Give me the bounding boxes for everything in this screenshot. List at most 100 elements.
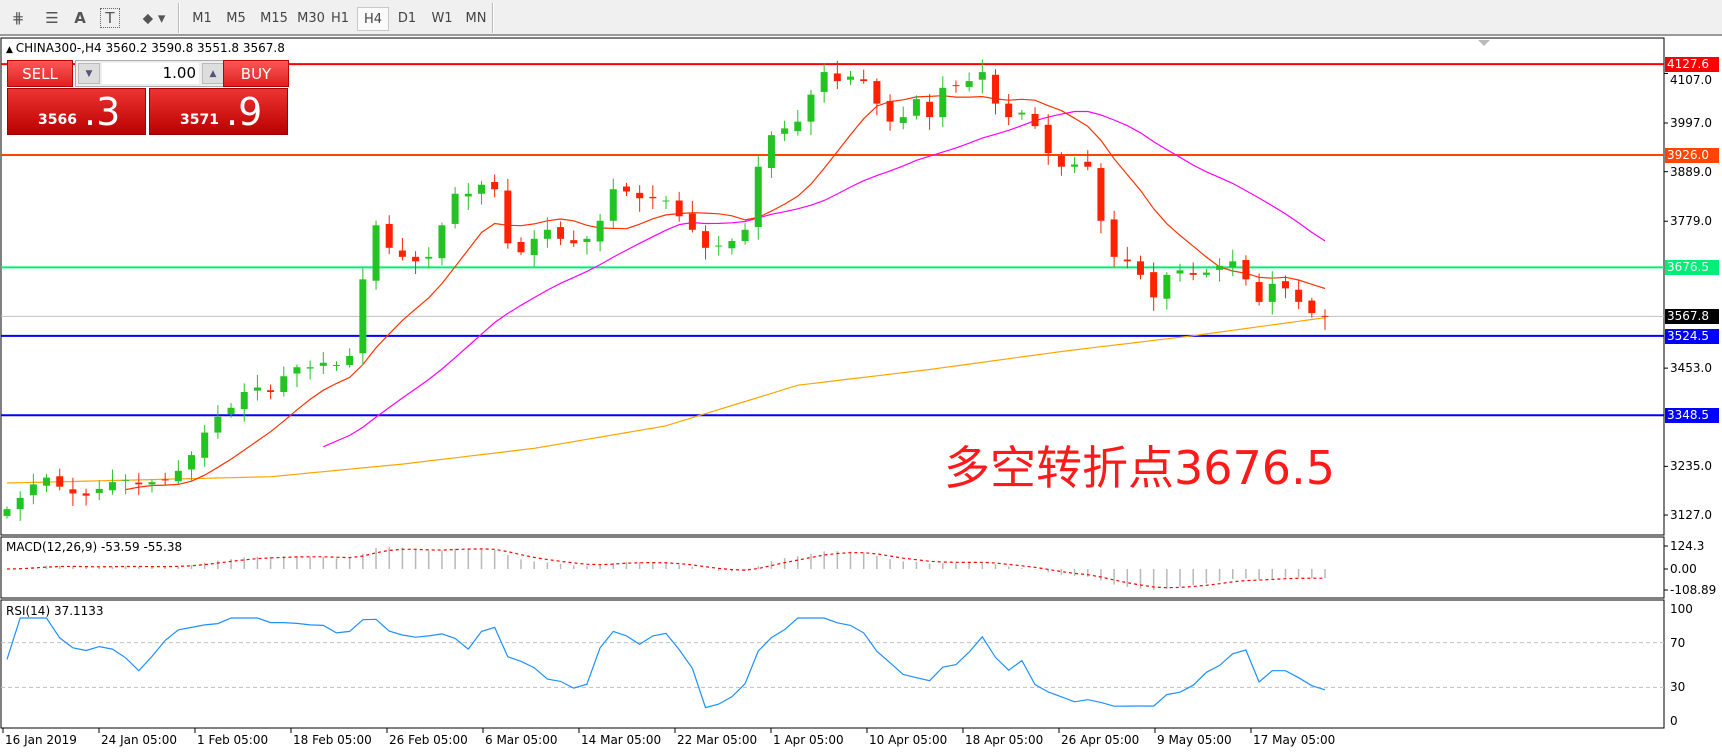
- candle: [1163, 272, 1171, 310]
- candle: [807, 89, 815, 136]
- candle: [636, 185, 644, 212]
- lot-size-stepper[interactable]: ▼ 1.00 ▲: [75, 60, 226, 87]
- candle-body: [1242, 259, 1250, 280]
- timeframe-w1[interactable]: W1: [431, 11, 453, 26]
- lot-decrease-icon[interactable]: ▼: [78, 63, 100, 84]
- timeframe-m5[interactable]: M5: [226, 11, 246, 26]
- timeframe-d1[interactable]: D1: [397, 11, 417, 26]
- candle-body: [596, 220, 604, 242]
- sell-price[interactable]: 3566 .3: [7, 88, 146, 135]
- chart-annotation: 多空转折点3676.5: [944, 441, 1335, 495]
- candle-body: [1189, 273, 1197, 275]
- candle-body: [1018, 112, 1026, 115]
- candle-body: [912, 99, 920, 116]
- timeframe-mn[interactable]: MN: [465, 11, 487, 26]
- date-label: 22 Mar 05:00: [677, 733, 758, 747]
- candle: [43, 473, 51, 493]
- candle: [899, 106, 907, 130]
- candle: [978, 59, 986, 94]
- candle: [1229, 249, 1237, 277]
- candle-body: [557, 227, 565, 239]
- candle: [438, 222, 446, 266]
- timeframe-m15[interactable]: M15: [260, 11, 288, 26]
- candle-body: [609, 189, 617, 221]
- candle-body: [398, 250, 406, 257]
- candle-body: [543, 229, 551, 239]
- text-icon[interactable]: A: [74, 9, 86, 27]
- rsi-line: [6, 617, 1326, 709]
- rsi-tick-label: 30: [1670, 680, 1686, 695]
- candle-body: [807, 94, 815, 122]
- buy-price[interactable]: 3571 .9: [149, 88, 288, 135]
- price-tick-label: 3127.0: [1670, 508, 1712, 523]
- candle-body: [833, 73, 841, 82]
- candle: [95, 480, 103, 501]
- candle-body: [385, 223, 393, 248]
- candle-body: [781, 128, 789, 134]
- rsi-label: RSI(14) 37.1133: [6, 604, 104, 618]
- candle-body: [161, 479, 169, 481]
- candle-body: [69, 489, 77, 494]
- candle: [557, 221, 565, 246]
- candle: [754, 156, 762, 240]
- lot-increase-icon[interactable]: ▲: [202, 63, 224, 84]
- chart-title: ▲ CHINA300-,H4 3560.2 3590.8 3551.8 3567…: [6, 41, 285, 55]
- macd-panel-frame: [0, 536, 1665, 599]
- candle-body: [174, 470, 182, 482]
- candle-body: [240, 392, 248, 410]
- candle-body: [1097, 168, 1105, 221]
- fibonacci-expansion-icon[interactable]: ⋕: [11, 9, 25, 27]
- candle-body: [570, 240, 578, 244]
- price-chart[interactable]: [0, 36, 1722, 753]
- candle-body: [741, 229, 749, 242]
- candle: [29, 473, 37, 505]
- candle: [1295, 280, 1303, 310]
- price-tick-label: 4107.0: [1670, 73, 1712, 88]
- candle: [1018, 109, 1026, 120]
- price-tick-label: 3997.0: [1670, 116, 1712, 130]
- candle-body: [227, 407, 235, 415]
- timeframe-m30[interactable]: M30: [297, 11, 325, 26]
- candle: [517, 237, 525, 256]
- candle-body: [1110, 219, 1118, 257]
- candle-body: [29, 484, 37, 496]
- candle-body: [82, 493, 90, 496]
- timeframe-m1[interactable]: M1: [192, 11, 212, 26]
- date-label: 6 Mar 05:00: [485, 733, 558, 747]
- candle: [227, 403, 235, 418]
- candle: [926, 94, 934, 130]
- candle-body: [346, 355, 354, 365]
- candle: [398, 237, 406, 261]
- candle-body: [148, 482, 156, 485]
- sell-price-main: 3566: [38, 112, 77, 128]
- candle-body: [214, 416, 222, 433]
- candle-body: [1123, 259, 1131, 262]
- lot-size-input[interactable]: 1.00: [102, 63, 199, 84]
- fibonacci-fan-icon[interactable]: ☰: [45, 9, 59, 27]
- sell-button[interactable]: SELL: [7, 60, 73, 87]
- timeframe-h4[interactable]: H4: [357, 7, 389, 31]
- candle-body: [530, 238, 538, 256]
- candle-body: [412, 256, 420, 262]
- candle-body: [504, 190, 512, 244]
- candle-body: [728, 241, 736, 249]
- buy-button[interactable]: BUY: [223, 60, 289, 87]
- candle-body: [860, 79, 868, 82]
- candle: [148, 479, 156, 493]
- candle-body: [1084, 161, 1092, 167]
- candle: [820, 63, 828, 103]
- candle: [293, 364, 301, 388]
- candle: [543, 217, 551, 248]
- candle-body: [939, 87, 947, 118]
- candle: [464, 183, 472, 210]
- candle: [82, 488, 90, 506]
- candle: [596, 214, 604, 252]
- candle-body: [3, 509, 11, 516]
- moving-average-fast: [125, 95, 1326, 491]
- collapse-icon[interactable]: ▲: [6, 45, 16, 55]
- arrows-dropdown-icon[interactable]: ⬥ ▾: [142, 9, 166, 27]
- buy-price-main: 3571: [180, 112, 219, 128]
- candle: [530, 230, 538, 267]
- timeframe-h1[interactable]: H1: [330, 11, 350, 26]
- text-label-icon[interactable]: T: [100, 8, 120, 28]
